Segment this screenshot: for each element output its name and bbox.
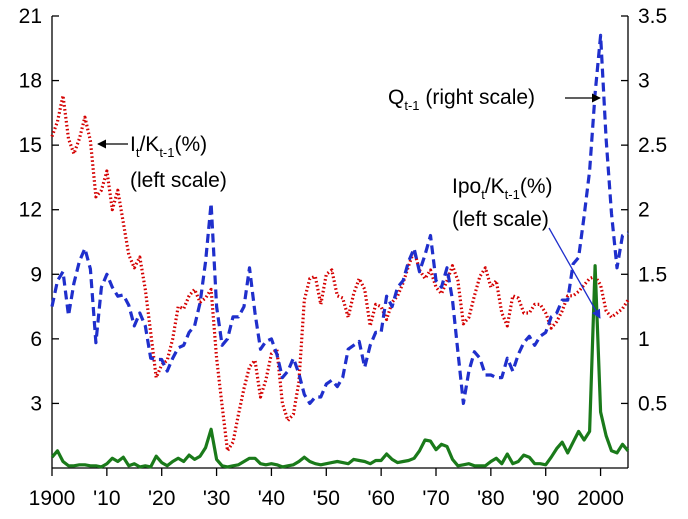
x-tick-label: 2000	[577, 487, 624, 510]
annotation-ik: It/Kt-1(%) (left scale)	[97, 133, 227, 192]
x-tick-label: 1900	[29, 487, 76, 510]
left-tick-label: 15	[19, 134, 42, 157]
x-tick-label: '10	[93, 487, 120, 510]
series-layer	[50, 33, 630, 469]
right-tick-label: 3	[638, 70, 650, 93]
left-tick-label: 18	[19, 70, 42, 93]
annotation-ipo-label: Ipot/Kt-1(%)	[452, 175, 553, 202]
left-tick-label: 6	[30, 328, 42, 351]
annotation-ipo-arrow	[548, 227, 601, 319]
x-tick-label: '50	[313, 487, 340, 510]
right-axis-ticks: 0.5 1 1.5 2 2.5 3 3.5	[621, 5, 667, 415]
left-axis-ticks: 3 6 9 12 15 18 21	[19, 5, 59, 415]
x-tick-label: '80	[477, 487, 504, 510]
right-tick-label: 3.5	[638, 5, 667, 28]
x-tick-label: '40	[258, 487, 285, 510]
x-tick-label: '20	[148, 487, 175, 510]
x-tick-label: '60	[367, 487, 394, 510]
annotation-ik-scale: (left scale)	[130, 169, 227, 192]
left-tick-label: 21	[19, 5, 42, 28]
right-tick-label: 0.5	[638, 392, 667, 415]
right-tick-label: 2.5	[638, 134, 667, 157]
annotation-ipo: Ipot/Kt-1(%) (left scale)	[452, 175, 601, 319]
left-tick-label: 12	[19, 199, 42, 222]
x-tick-label: '90	[532, 487, 559, 510]
right-tick-label: 1.5	[638, 263, 667, 286]
annotation-q-label: Qt-1 (right scale)	[388, 86, 535, 113]
series-line-ipok	[50, 264, 630, 469]
annotation-ik-label: It/Kt-1(%)	[130, 133, 207, 160]
right-tick-label: 1	[638, 328, 650, 351]
annotation-ipo-scale: (left scale)	[452, 208, 549, 231]
plot-frame	[51, 16, 629, 469]
x-tick-label: '70	[422, 487, 449, 510]
right-tick-label: 2	[638, 199, 650, 222]
left-tick-label: 9	[30, 263, 42, 286]
left-tick-label: 3	[30, 392, 42, 415]
x-axis-ticks: 1900 '10 '20 '30 '40 '50 '60 '70 '80 '90 2000	[29, 468, 624, 510]
series-line-q	[50, 33, 629, 405]
annotation-q: Qt-1 (right scale)	[388, 86, 601, 113]
x-tick-label: '30	[203, 487, 230, 510]
